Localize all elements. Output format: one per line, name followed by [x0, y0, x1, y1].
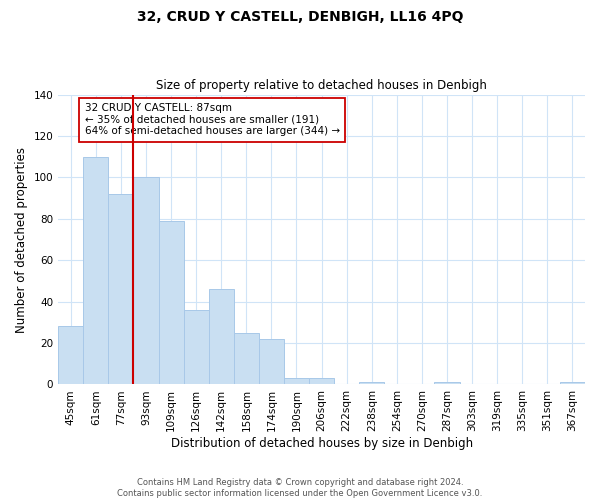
X-axis label: Distribution of detached houses by size in Denbigh: Distribution of detached houses by size …	[170, 437, 473, 450]
Title: Size of property relative to detached houses in Denbigh: Size of property relative to detached ho…	[156, 79, 487, 92]
Bar	[309, 378, 334, 384]
Text: Contains HM Land Registry data © Crown copyright and database right 2024.
Contai: Contains HM Land Registry data © Crown c…	[118, 478, 482, 498]
Bar	[83, 156, 109, 384]
Y-axis label: Number of detached properties: Number of detached properties	[15, 146, 28, 332]
Bar	[209, 289, 234, 384]
Bar	[109, 194, 133, 384]
Bar	[234, 332, 259, 384]
Text: 32, CRUD Y CASTELL, DENBIGH, LL16 4PQ: 32, CRUD Y CASTELL, DENBIGH, LL16 4PQ	[137, 10, 463, 24]
Text: 32 CRUD Y CASTELL: 87sqm
← 35% of detached houses are smaller (191)
64% of semi-: 32 CRUD Y CASTELL: 87sqm ← 35% of detach…	[85, 104, 340, 136]
Bar	[560, 382, 585, 384]
Bar	[133, 178, 158, 384]
Bar	[184, 310, 209, 384]
Bar	[434, 382, 460, 384]
Bar	[158, 221, 184, 384]
Bar	[284, 378, 309, 384]
Bar	[259, 339, 284, 384]
Bar	[58, 326, 83, 384]
Bar	[359, 382, 385, 384]
